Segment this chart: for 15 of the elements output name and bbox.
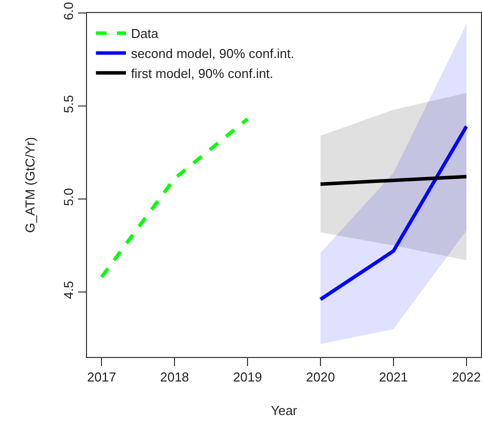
y-tick-label: 4.5: [60, 280, 76, 300]
x-tick-label: 2022: [452, 370, 481, 385]
x-tick-label: 2021: [378, 370, 408, 385]
x-axis-title: Year: [270, 403, 298, 418]
y-tick-label: 5.0: [60, 188, 76, 206]
y-tick-label: 6.0: [60, 2, 76, 20]
legend-label: Data: [130, 26, 160, 42]
x-tick-label: 2017: [87, 370, 116, 385]
y-axis-title: G_ATM (GtC/Yr): [22, 137, 38, 233]
x-tick-label: 2019: [233, 370, 262, 385]
legend-label: first model, 90% conf.int.: [130, 66, 274, 81]
legend-label: second model, 90% conf.int.: [130, 46, 294, 62]
x-tick-label: 2018: [160, 370, 190, 385]
y-tick-label: 5.5: [60, 94, 76, 114]
x-tick-label: 2020: [306, 370, 335, 385]
